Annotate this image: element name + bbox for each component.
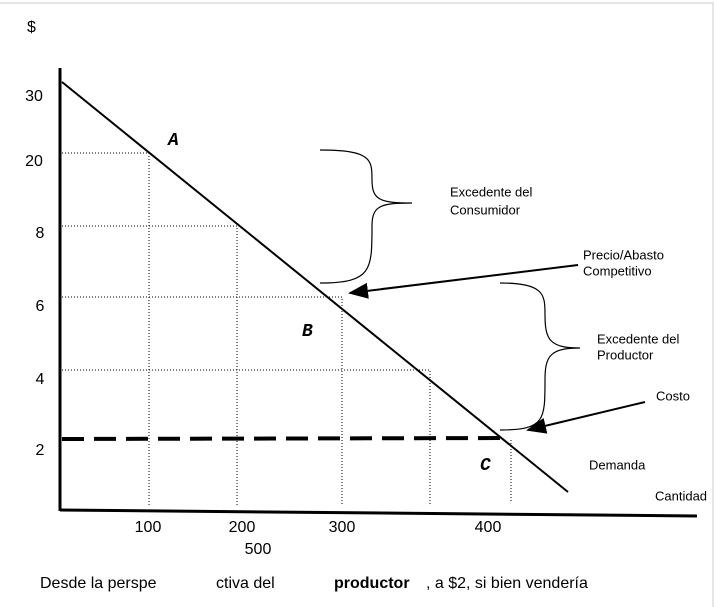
price-arrow bbox=[348, 264, 579, 299]
y-label: 2 bbox=[36, 442, 45, 459]
cost-arrow bbox=[526, 401, 646, 434]
demand-line bbox=[61, 81, 569, 493]
x-axis-label: Cantidad bbox=[655, 488, 707, 503]
x-label: 400 bbox=[475, 519, 502, 536]
x-axis bbox=[59, 508, 698, 518]
x-label: 200 bbox=[229, 519, 256, 536]
annotation: Precio/Abasto bbox=[583, 247, 664, 262]
y-label: 8 bbox=[36, 225, 45, 242]
point-label: A bbox=[167, 131, 179, 151]
y-label: 30 bbox=[25, 88, 43, 105]
caption: ctiva del bbox=[216, 575, 275, 592]
x-label: 300 bbox=[329, 519, 356, 536]
currency-label: $ bbox=[27, 19, 36, 36]
point-label: C bbox=[480, 456, 491, 476]
annotation: Costo bbox=[656, 388, 690, 403]
annotation: Excedente del bbox=[597, 331, 680, 346]
curve-label: Demanda bbox=[589, 457, 646, 472]
annotation: Productor bbox=[597, 347, 654, 362]
caption: productor bbox=[334, 575, 410, 592]
x-label: 100 bbox=[135, 519, 162, 536]
guides bbox=[62, 152, 512, 505]
x-label: 500 bbox=[245, 541, 272, 558]
cost-line bbox=[61, 436, 511, 441]
producer-brace bbox=[499, 282, 581, 431]
annotation: Excedente del bbox=[450, 184, 533, 199]
annotation: Competitivo bbox=[583, 263, 652, 278]
point-label: B bbox=[302, 322, 313, 342]
y-label: 6 bbox=[36, 298, 45, 315]
y-label: 20 bbox=[25, 153, 43, 170]
y-label: 4 bbox=[36, 371, 45, 388]
caption: Desde la perspe bbox=[40, 575, 157, 592]
annotation: Consumidor bbox=[450, 202, 521, 217]
consumer-brace bbox=[319, 149, 413, 284]
caption: , a $2, si bien vendería bbox=[426, 575, 588, 592]
